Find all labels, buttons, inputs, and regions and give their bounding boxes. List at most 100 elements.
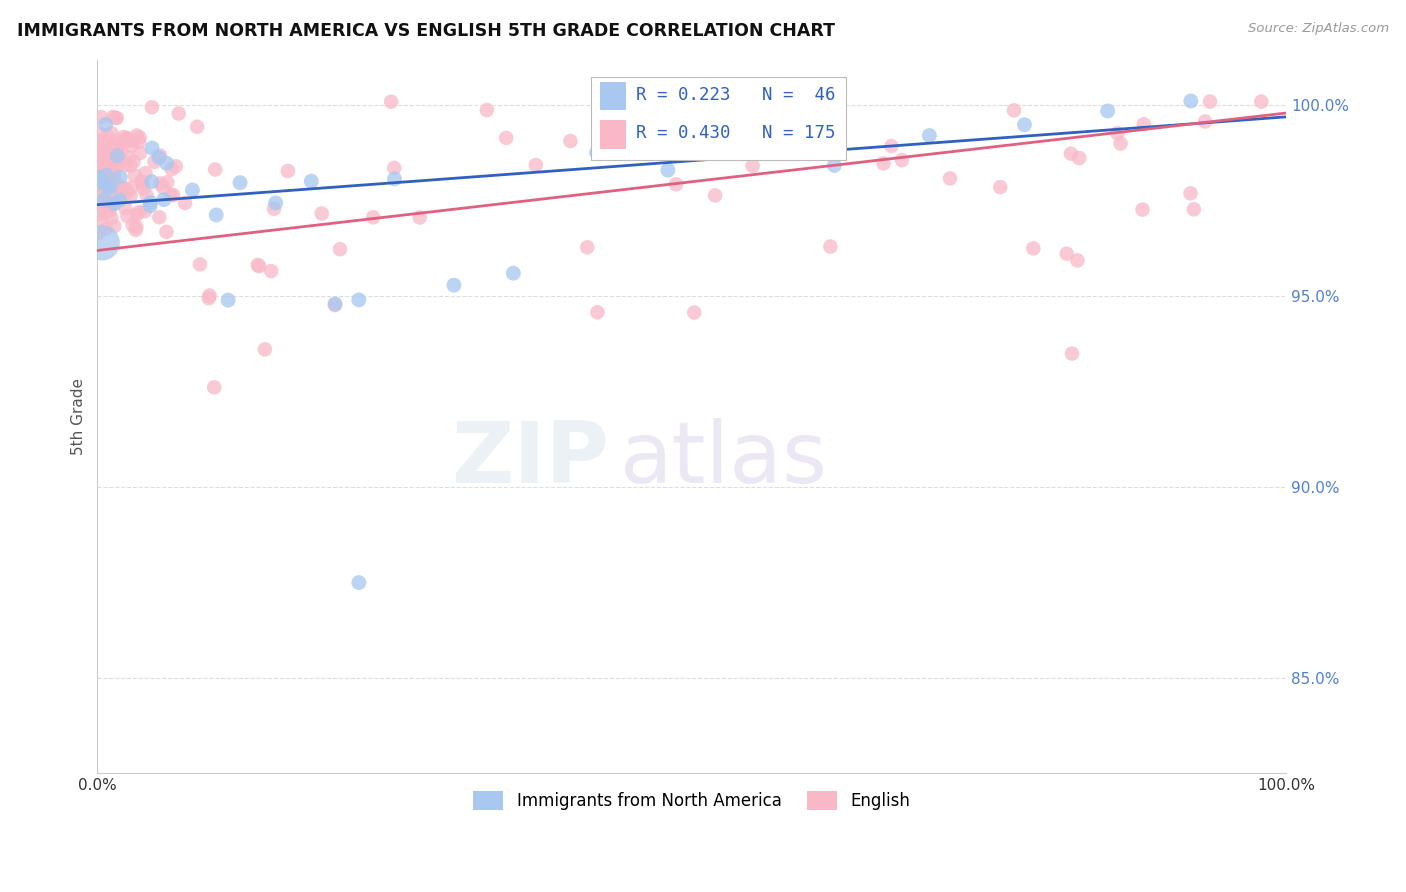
Point [114, 132, 136, 146]
Point [153, 193, 176, 207]
Point [91, 235, 114, 250]
Point [202, 380, 225, 394]
Point [97, 197, 120, 211]
Point [1199, 95, 1222, 109]
Point [103, 171, 125, 186]
Point [94, 221, 117, 235]
Point [247, 259, 270, 273]
Point [87, 189, 110, 203]
Point [141, 100, 163, 114]
Point [104, 157, 127, 171]
Point [105, 134, 128, 148]
Point [156, 156, 179, 170]
Point [91, 154, 114, 169]
Point [89, 152, 111, 166]
Point [167, 106, 190, 120]
Point [112, 130, 135, 145]
Point [91, 162, 114, 177]
Point [820, 239, 842, 253]
Point [87, 140, 110, 154]
Point [361, 211, 384, 225]
Point [132, 181, 155, 195]
Point [665, 178, 688, 192]
Point [880, 139, 903, 153]
FancyBboxPatch shape [591, 78, 846, 160]
Point [100, 173, 122, 187]
Point [122, 154, 145, 169]
Point [90, 215, 112, 229]
Point [704, 188, 727, 202]
Point [96, 168, 118, 182]
Point [104, 111, 127, 125]
Point [707, 126, 730, 140]
Point [560, 134, 582, 148]
Point [101, 179, 124, 194]
Point [347, 575, 370, 590]
Point [165, 159, 187, 173]
Point [87, 172, 110, 186]
Point [205, 208, 228, 222]
Point [103, 144, 125, 158]
Point [1132, 202, 1154, 217]
Point [988, 180, 1011, 194]
Point [90, 110, 112, 124]
Point [97, 204, 120, 219]
Text: atlas: atlas [620, 417, 828, 500]
Point [141, 175, 163, 189]
Point [103, 167, 125, 181]
Point [120, 159, 142, 173]
Point [246, 258, 269, 272]
Point [1250, 95, 1272, 109]
Point [124, 169, 146, 183]
Point [1109, 136, 1132, 151]
Point [115, 182, 138, 196]
Point [197, 291, 219, 305]
Point [105, 111, 128, 125]
Point [93, 192, 115, 206]
Point [329, 242, 352, 256]
Point [93, 145, 115, 160]
Point [149, 177, 172, 191]
Point [186, 120, 208, 134]
Point [101, 142, 124, 156]
Point [93, 183, 115, 197]
Point [93, 166, 115, 180]
Text: IMMIGRANTS FROM NORTH AMERICA VS ENGLISH 5TH GRADE CORRELATION CHART: IMMIGRANTS FROM NORTH AMERICA VS ENGLISH… [17, 22, 835, 40]
Point [97, 178, 120, 192]
Point [152, 180, 174, 194]
Point [347, 293, 370, 307]
Point [98, 196, 121, 211]
Point [107, 149, 129, 163]
Point [100, 172, 122, 186]
Point [90, 153, 112, 167]
Point [101, 139, 124, 153]
Point [1182, 202, 1205, 217]
Point [131, 177, 153, 191]
Y-axis label: 5th Grade: 5th Grade [72, 378, 86, 455]
Point [124, 223, 146, 237]
Point [93, 179, 115, 194]
Point [299, 174, 322, 188]
Point [110, 144, 132, 158]
Point [181, 183, 204, 197]
Point [683, 95, 706, 109]
Point [118, 133, 141, 147]
Point [115, 186, 138, 201]
Legend: Immigrants from North America, English: Immigrants from North America, English [467, 784, 917, 816]
Point [101, 160, 124, 174]
Point [87, 149, 110, 163]
Point [101, 148, 124, 162]
Point [683, 305, 706, 319]
Point [149, 148, 172, 162]
Point [125, 219, 148, 234]
Point [89, 127, 111, 141]
Point [110, 185, 132, 199]
Point [586, 305, 609, 319]
Point [121, 218, 143, 232]
Point [93, 145, 115, 160]
Point [96, 152, 118, 166]
Point [229, 176, 252, 190]
Point [94, 117, 117, 131]
Bar [600, 120, 626, 149]
Point [264, 196, 287, 211]
